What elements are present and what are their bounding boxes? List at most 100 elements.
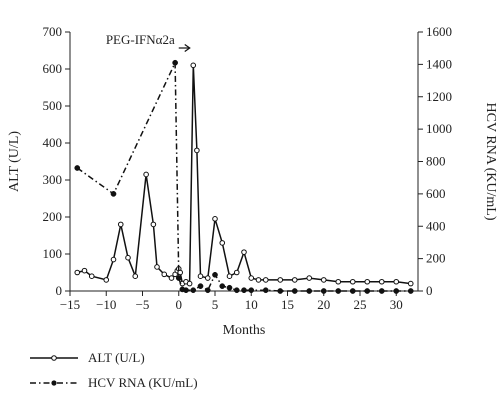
hcv-point — [393, 288, 400, 294]
alt-point — [103, 277, 110, 283]
hcv-point — [172, 59, 178, 66]
hcv-point — [183, 287, 189, 294]
alt-point — [212, 216, 218, 222]
legend-hcv-label: HCV RNA (KU/mL) — [88, 375, 198, 390]
y-left-tick-label: 500 — [43, 98, 63, 113]
alt-point — [186, 280, 193, 287]
hcv-point — [320, 288, 327, 294]
y-right-tick-label: 1600 — [426, 24, 452, 39]
y-right-axis-title: HCV RNA (KU/mL) — [483, 103, 498, 221]
y-left-axis-title: ALT (U/L) — [7, 131, 22, 192]
hcv-point — [306, 288, 313, 294]
y-left-tick-label: 0 — [56, 283, 63, 298]
hcv-point — [349, 288, 356, 294]
ticks: −15 −10 −5 0 5 10 15 20 25 3001002003004005006007… — [7, 24, 498, 338]
alt-point — [143, 171, 149, 178]
hcv-point — [74, 165, 81, 171]
hcv-point — [378, 288, 385, 294]
hcv-point — [190, 287, 197, 294]
alt-point — [349, 278, 356, 285]
alt-point — [393, 278, 400, 285]
x-tick-label: 20 — [317, 297, 330, 312]
y-left-tick-label: 300 — [43, 172, 63, 187]
hcv-point — [241, 287, 247, 294]
alt-point — [241, 249, 247, 255]
alt-point — [255, 277, 262, 283]
x-tick-label: 30 — [390, 297, 403, 312]
hcv-point — [248, 287, 255, 294]
annotation-arrow-head — [184, 44, 191, 52]
y-left-tick-label: 400 — [43, 135, 63, 150]
x-tick-label: 10 — [245, 297, 258, 312]
x-tick-label: 0 — [176, 297, 183, 312]
alt-point — [190, 62, 197, 69]
alt-point — [291, 277, 298, 283]
alt-point — [197, 273, 204, 280]
y-right-tick-label: 1000 — [426, 121, 452, 136]
hcv-point — [110, 191, 117, 197]
legend-alt-label: ALT (U/L) — [88, 350, 145, 365]
y-left-tick-label: 700 — [43, 24, 63, 39]
alt-point — [117, 221, 124, 228]
y-right-tick-label: 800 — [426, 154, 446, 169]
x-tick-label: 5 — [212, 297, 219, 312]
alt-point — [168, 275, 175, 281]
hcv-point — [277, 288, 284, 294]
x-tick-label: −10 — [96, 297, 116, 312]
alt-point — [262, 277, 269, 283]
x-axis-title: Months — [223, 323, 266, 338]
x-tick-label: 25 — [354, 297, 367, 312]
alt-point — [125, 254, 131, 261]
alt-point — [378, 278, 385, 285]
alt-point — [110, 256, 117, 263]
legend: ALT (U/L) HCV RNA (KU/mL) — [30, 350, 198, 390]
hcv-point — [262, 287, 269, 294]
hcv-point — [204, 287, 211, 294]
alt-point — [132, 273, 139, 280]
y-right-tick-label: 1200 — [426, 89, 452, 104]
hcv-point — [226, 284, 233, 291]
hcv-point — [175, 275, 182, 281]
hcv-point — [364, 288, 371, 294]
alt-point — [161, 271, 168, 278]
alt-point — [306, 275, 313, 281]
y-right-tick-label: 200 — [426, 251, 446, 266]
legend-hcv-marker — [51, 380, 57, 386]
alt-point — [81, 267, 88, 274]
hcv-point — [407, 288, 414, 294]
hcv-point — [233, 287, 240, 294]
alt-point — [204, 275, 211, 281]
alt-point — [248, 275, 255, 281]
legend-alt-marker — [51, 355, 57, 361]
alt-point — [88, 273, 95, 280]
alt-point — [233, 269, 240, 276]
x-tick-label: −5 — [136, 297, 150, 312]
alt-point — [194, 147, 200, 154]
alt-point — [154, 264, 160, 270]
alt-point — [320, 277, 327, 283]
y-left-tick-label: 200 — [43, 209, 63, 224]
hcv-point — [335, 288, 342, 294]
hcv-point — [219, 283, 226, 289]
annotation: PEG-IFNα2a — [106, 32, 191, 52]
y-right-tick-label: 1400 — [426, 56, 452, 71]
y-right-tick-label: 0 — [426, 283, 433, 298]
hcv-point — [291, 288, 298, 294]
x-tick-label: −15 — [60, 297, 80, 312]
alt-point — [226, 273, 233, 280]
x-tick-label: 15 — [281, 297, 294, 312]
alt-point — [74, 269, 81, 276]
alt-point — [335, 278, 342, 285]
alt-point — [150, 221, 157, 228]
alt-point — [277, 277, 284, 283]
hcv-point — [212, 271, 218, 278]
alt-point — [219, 240, 226, 246]
alt-point — [177, 269, 183, 276]
hcv-point — [197, 283, 204, 289]
alt-point — [364, 278, 371, 285]
y-left-tick-label: 600 — [43, 61, 63, 76]
series — [74, 59, 414, 294]
y-right-tick-label: 600 — [426, 186, 446, 201]
y-right-tick-label: 400 — [426, 218, 446, 233]
